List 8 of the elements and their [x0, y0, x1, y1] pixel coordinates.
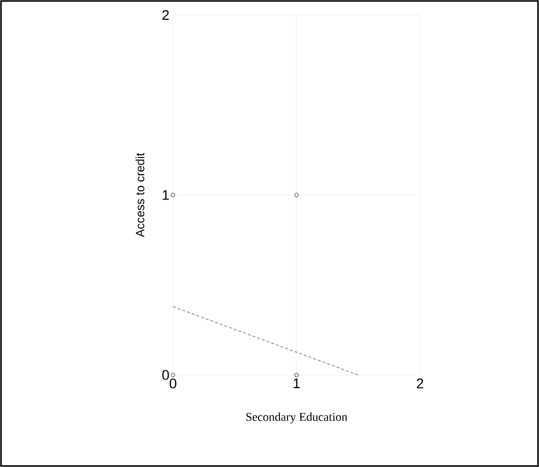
y-tick-label: 1: [162, 190, 169, 200]
y-axis-title: Access to credit: [136, 152, 144, 238]
x-tick-label: 1: [294, 378, 300, 388]
x-tick-label: 2: [416, 378, 424, 388]
x-axis-title: Secondary Education: [246, 412, 348, 424]
y-tick-label: 0: [162, 370, 169, 380]
y-tick-label: 2: [162, 10, 169, 20]
x-tick-label: 0: [170, 378, 176, 388]
